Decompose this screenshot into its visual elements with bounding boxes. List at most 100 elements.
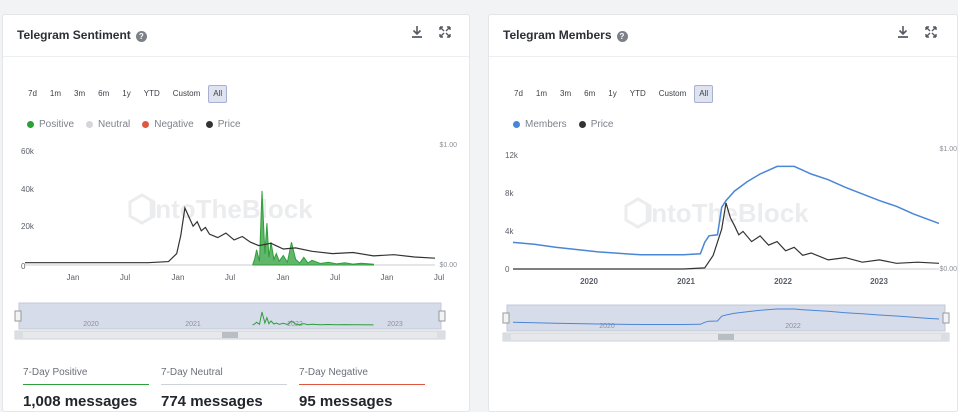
watermark-text: IntoTheBlock (148, 194, 313, 224)
x-tick-label: 2023 (870, 277, 888, 286)
range-button-custom[interactable]: Custom (658, 89, 687, 98)
y-tick-label: 12k (505, 151, 519, 160)
legend-dot-icon (27, 121, 34, 128)
range-button-ytd[interactable]: YTD (143, 89, 160, 98)
legend-item-neutral[interactable]: Neutral (86, 119, 130, 130)
range-button-1m[interactable]: 1m (535, 89, 548, 98)
navigator-series-line (512, 308, 940, 325)
range-button-1m[interactable]: 1m (49, 89, 62, 98)
telegram-members-card: Telegram Members? 7d 1m 3m 6m 1y YTD Custom All… (488, 14, 958, 412)
download-icon[interactable] (409, 25, 425, 43)
x-tick-label: Jan (381, 273, 394, 282)
sentiment-chart: 60k 40k 20k 0 $1.00 $0.00 IntoTheBlock Jan Jul Ja… (14, 142, 457, 340)
legend-label: Price (217, 119, 241, 130)
y-tick-label: 0 (505, 265, 510, 274)
stat-label: 7-Day Neutral (161, 367, 287, 385)
y-right-tick-label: $0.00 (439, 262, 457, 269)
legend-item-positive[interactable]: Positive (27, 119, 74, 130)
scroll-right-arrow-icon (437, 331, 445, 339)
y-tick-label: 0 (21, 262, 26, 271)
time-range-selector: 7d 1m 3m 6m 1y YTD Custom All (23, 85, 228, 103)
question-circle-icon[interactable]: ? (616, 31, 628, 42)
time-range-selector: 7d 1m 3m 6m 1y YTD Custom All (509, 85, 714, 103)
range-button-1y[interactable]: 1y (608, 89, 617, 98)
download-icon[interactable] (895, 25, 911, 43)
range-button-all[interactable]: All (208, 85, 228, 103)
expand-icon[interactable] (437, 25, 453, 43)
stat-block: 7-Day Negative 95 messages (299, 367, 425, 410)
y-tick-label: 8k (505, 189, 514, 198)
legend-dot-icon (205, 121, 213, 128)
legend-dot-icon (513, 121, 520, 128)
y-tick-label: 20k (21, 222, 35, 231)
series-line-members (512, 165, 940, 256)
stat-block: 7-Day Positive 1,008 messages (23, 367, 149, 410)
x-tick-label: Jul (330, 273, 340, 282)
range-button-6m[interactable]: 6m (584, 89, 596, 98)
watermark: IntoTheBlock (128, 193, 313, 225)
watermark-logo-icon (128, 193, 156, 225)
card-title: Telegram Members? (503, 28, 628, 42)
range-button-3m[interactable]: 3m (74, 89, 86, 98)
navigator-tick-label: 2020 (599, 323, 615, 330)
range-button-3m[interactable]: 3m (560, 89, 572, 98)
stat-label: 7-Day Negative (299, 367, 425, 385)
navigator-tick-label: 2022 (785, 323, 801, 330)
x-tick-label: 2021 (677, 277, 695, 286)
card-title: Telegram Sentiment? (17, 28, 147, 42)
x-tick-label: Jan (67, 273, 80, 282)
navigator-tick-label: 2020 (83, 321, 99, 328)
scroll-thumb (222, 332, 238, 338)
legend-item-members[interactable]: Members (513, 119, 567, 130)
legend-item-price[interactable]: Price (578, 119, 614, 130)
watermark-logo-icon (624, 197, 652, 229)
x-tick-label: Jan (277, 273, 290, 282)
x-tick-label: Jul (120, 273, 130, 282)
telegram-sentiment-card: Telegram Sentiment? 7d 1m 3m 6m 1y YTD Custom A… (2, 14, 470, 412)
legend-dot-icon (86, 121, 94, 128)
navigator-series-line (252, 311, 374, 326)
range-button-ytd[interactable]: YTD (629, 89, 646, 98)
y-right-tick-label: $1.00 (439, 142, 457, 149)
navigator-tick-label: 2021 (185, 321, 201, 328)
legend-label: Positive (39, 119, 75, 130)
y-right-tick-label: $1.00 (939, 146, 957, 153)
watermark-text: IntoTheBlock (644, 198, 809, 228)
stat-value: 95 messages (299, 393, 393, 410)
legend-item-price[interactable]: Price (205, 119, 241, 130)
card-header: Telegram Sentiment? (3, 15, 469, 57)
legend-item-negative[interactable]: Negative (142, 119, 194, 130)
legend-dot-icon (142, 121, 150, 128)
navigator-window (506, 304, 946, 332)
expand-icon[interactable] (923, 25, 939, 43)
range-button-6m[interactable]: 6m (98, 89, 110, 98)
chart-legend: Positive Neutral Negative Price (27, 119, 241, 130)
series-line-price (513, 202, 940, 270)
x-tick-label: Jan (172, 273, 185, 282)
scroll-right-arrow-icon (941, 333, 949, 341)
navigator-tick-label: 2022 (287, 321, 303, 328)
navigator-handle-left (14, 310, 22, 322)
y-tick-label: 60k (21, 147, 35, 156)
scroll-left-arrow-icon (503, 333, 511, 341)
range-button-7d[interactable]: 7d (514, 89, 523, 98)
stat-label: 7-Day Positive (23, 367, 149, 385)
y-tick-label: 40k (21, 185, 35, 194)
navigator-handle-left (502, 312, 510, 324)
legend-dot-icon (578, 121, 586, 128)
question-circle-icon[interactable]: ? (135, 31, 147, 42)
scroll-left-arrow-icon (15, 331, 23, 339)
seven-day-stats: 7-Day Positive 1,008 messages 7-Day Neutra… (23, 367, 425, 410)
series-line-price (25, 205, 436, 264)
range-button-7d[interactable]: 7d (28, 89, 37, 98)
legend-label: Price (590, 119, 614, 130)
scroll-thumb (718, 334, 734, 340)
range-button-custom[interactable]: Custom (172, 89, 201, 98)
navigator-handle-right (942, 312, 950, 324)
chart-legend: Members Price (513, 119, 613, 130)
range-button-1y[interactable]: 1y (122, 89, 131, 98)
legend-label: Negative (154, 119, 194, 130)
stat-value: 774 messages (161, 393, 263, 410)
x-tick-label: 2022 (774, 277, 792, 286)
range-button-all[interactable]: All (694, 85, 714, 103)
